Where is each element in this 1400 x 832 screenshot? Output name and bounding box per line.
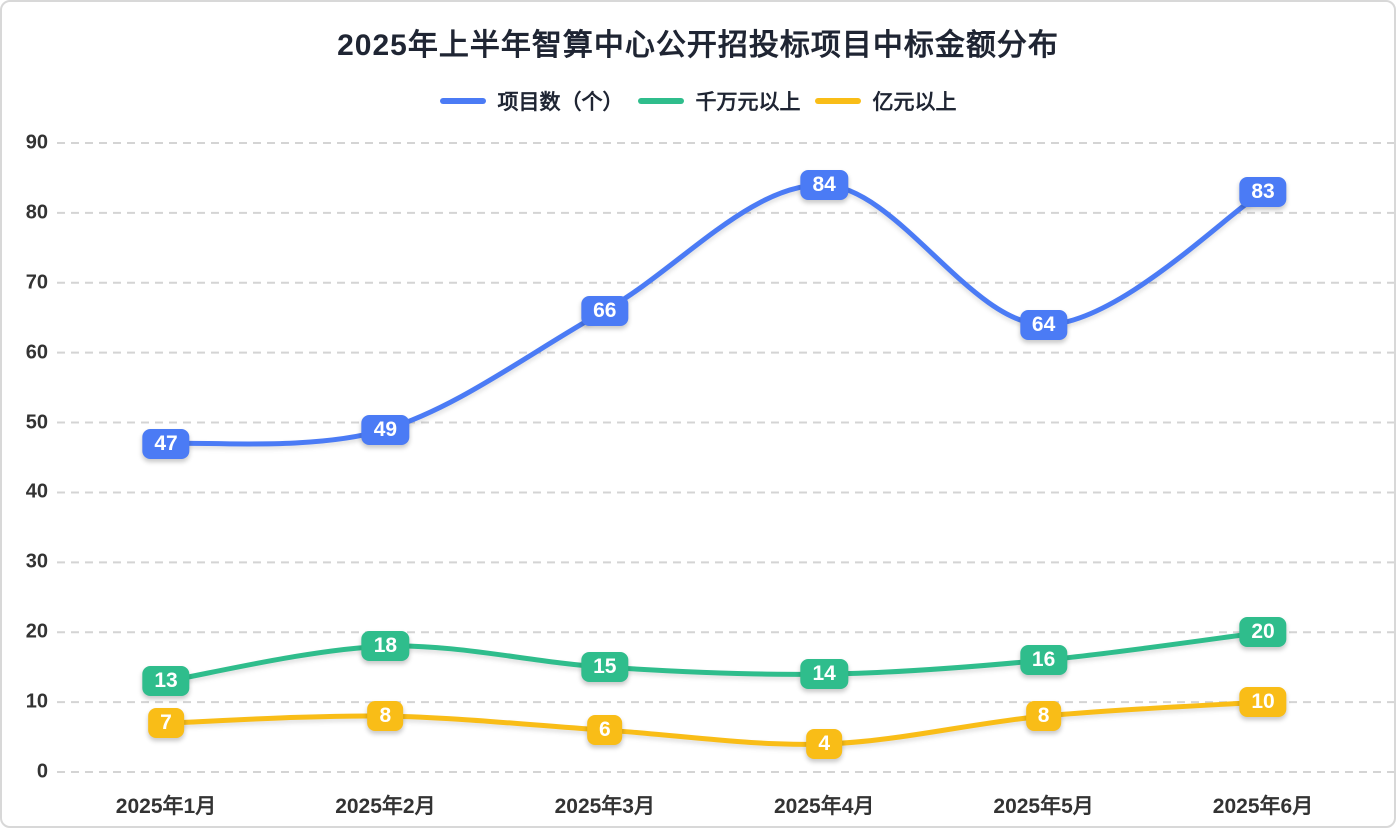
y-axis-tick-20: 20 [25, 620, 48, 643]
data-label-s2-p5: 10 [1239, 687, 1287, 718]
x-axis-tick-1: 2025年2月 [335, 795, 436, 818]
y-axis-tick-80: 80 [25, 201, 48, 224]
data-label-s1-p3: 14 [800, 659, 848, 690]
data-label-s0-p2: 66 [581, 295, 629, 326]
y-axis-tick-70: 70 [25, 271, 48, 294]
data-label-s0-p1: 49 [361, 414, 410, 445]
legend-line-icon [814, 98, 861, 104]
legend-label: 千万元以上 [695, 91, 801, 114]
data-label-s2-p3: 4 [806, 729, 843, 760]
x-axis-tick-4: 2025年5月 [993, 795, 1094, 818]
data-label-s2-p2: 6 [586, 715, 623, 746]
y-axis-tick-90: 90 [25, 131, 48, 154]
data-label-s1-p5: 20 [1239, 617, 1287, 648]
data-label-s2-p1: 8 [367, 701, 404, 732]
data-label-s0-p4: 64 [1019, 309, 1068, 340]
x-axis-tick-5: 2025年6月 [1212, 795, 1314, 818]
y-axis-tick-40: 40 [25, 480, 48, 503]
data-label-s1-p1: 18 [361, 631, 410, 662]
legend-label: 亿元以上 [872, 91, 957, 114]
y-axis-tick-30: 30 [25, 550, 48, 573]
y-axis-tick-10: 10 [25, 690, 48, 713]
legend-item-0: 项目数（个） [439, 86, 624, 116]
data-label-s2-p4: 8 [1025, 701, 1062, 732]
y-axis-tick-50: 50 [25, 411, 48, 434]
data-label-s2-p0: 7 [148, 708, 184, 739]
data-label-s1-p0: 13 [142, 666, 190, 697]
series-line-0 [163, 182, 1266, 447]
chart-legend: 项目数（个） 千万元以上 亿元以上 [2, 86, 1394, 116]
legend-item-1: 千万元以上 [637, 86, 801, 116]
y-axis-tick-0: 0 [36, 760, 48, 783]
x-axis-tick-0: 2025年1月 [115, 795, 217, 818]
data-label-s1-p2: 15 [581, 652, 629, 683]
series-line-2 [163, 699, 1266, 747]
data-label-s0-p5: 83 [1239, 176, 1287, 207]
series-line-1 [163, 629, 1266, 684]
legend-line-icon [439, 98, 486, 104]
legend-item-2: 亿元以上 [814, 86, 957, 116]
y-axis-tick-60: 60 [25, 341, 48, 364]
x-axis-tick-2: 2025年3月 [554, 795, 655, 818]
data-label-s0-p3: 84 [800, 169, 848, 200]
legend-label: 项目数（个） [497, 91, 624, 114]
data-label-s1-p4: 16 [1019, 645, 1068, 676]
data-label-s0-p0: 47 [142, 428, 190, 459]
legend-line-icon [637, 98, 684, 104]
chart-title: 2025年上半年智算中心公开招投标项目中标金额分布 [337, 29, 1059, 62]
x-axis-tick-3: 2025年4月 [773, 795, 875, 818]
